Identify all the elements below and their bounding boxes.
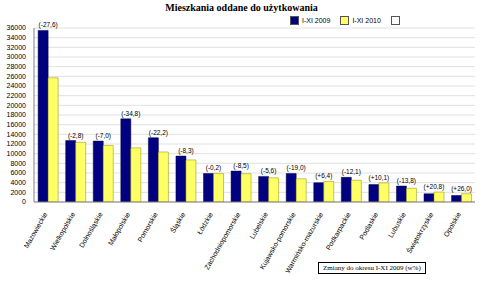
svg-text:Opolskie: Opolskie xyxy=(442,211,463,239)
html-text:Mieszkania oddane do użytkowan: Mieszkania oddane do użytkowania xyxy=(165,2,318,13)
svg-text:(-34,8): (-34,8) xyxy=(121,110,140,118)
svg-text:(-27,6): (-27,6) xyxy=(39,21,58,29)
svg-text:(-0,2): (-0,2) xyxy=(206,164,222,172)
svg-text:2000: 2000 xyxy=(10,189,26,196)
svg-text:Dolnośląskie: Dolnośląskie xyxy=(78,211,105,249)
svg-text:Lubelskie: Lubelskie xyxy=(248,211,269,240)
svg-text:(-8,5): (-8,5) xyxy=(233,162,249,170)
svg-text:6000: 6000 xyxy=(10,169,26,176)
svg-text:(-19,0): (-19,0) xyxy=(287,164,306,172)
svg-text:Kujawsko-pomorskie: Kujawsko-pomorskie xyxy=(258,211,297,271)
svg-text:36000: 36000 xyxy=(8,24,26,31)
svg-text:Lubuskie: Lubuskie xyxy=(387,211,407,239)
svg-text:Zachodniopomorskie: Zachodniopomorskie xyxy=(203,211,242,271)
svg-text:22000: 22000 xyxy=(8,92,26,99)
html-text:I-XI 2010: I-XI 2010 xyxy=(352,17,381,24)
svg-text:26000: 26000 xyxy=(8,73,26,80)
svg-text:20000: 20000 xyxy=(8,102,26,109)
svg-text:(+10,1): (+10,1) xyxy=(368,174,389,182)
svg-text:34000: 34000 xyxy=(8,34,26,41)
svg-text:Łódzkie: Łódzkie xyxy=(196,211,214,235)
svg-text:Małopolskie: Małopolskie xyxy=(107,211,132,247)
svg-text:(-13,8): (-13,8) xyxy=(397,177,416,185)
svg-text:32000: 32000 xyxy=(8,44,26,51)
svg-text:(+20,8): (+20,8) xyxy=(424,183,445,191)
svg-text:8000: 8000 xyxy=(10,160,26,167)
svg-text:Świętokrzyskie: Świętokrzyskie xyxy=(404,210,435,255)
svg-text:24000: 24000 xyxy=(8,82,26,89)
svg-text:10000: 10000 xyxy=(8,150,26,157)
svg-text:(+26,0): (+26,0) xyxy=(451,185,472,193)
svg-text:(-8,3): (-8,3) xyxy=(178,147,194,155)
svg-text:0: 0 xyxy=(22,198,26,205)
svg-text:Warmińsko-mazurskie: Warmińsko-mazurskie xyxy=(283,211,325,275)
svg-text:(+6,4): (+6,4) xyxy=(315,172,332,180)
svg-text:Mazowieckie: Mazowieckie xyxy=(23,211,49,249)
svg-text:Śląskie: Śląskie xyxy=(168,210,187,234)
html-text:I-XI 2009: I-XI 2009 xyxy=(302,17,331,24)
svg-text:16000: 16000 xyxy=(8,121,26,128)
svg-text:(-2,8): (-2,8) xyxy=(68,132,84,140)
svg-text:(-5,6): (-5,6) xyxy=(261,167,277,175)
svg-text:18000: 18000 xyxy=(8,111,26,118)
svg-text:Pomorskie: Pomorskie xyxy=(136,211,159,243)
svg-text:28000: 28000 xyxy=(8,63,26,70)
svg-text:(-7,0): (-7,0) xyxy=(95,132,111,140)
svg-text:(-22,2): (-22,2) xyxy=(149,129,168,137)
svg-text:12000: 12000 xyxy=(8,140,26,147)
html-text:Zmiany do okresu I-XI 2009 (w%: Zmiany do okresu I-XI 2009 (w%) xyxy=(323,264,421,272)
svg-text:4000: 4000 xyxy=(10,179,26,186)
svg-text:30000: 30000 xyxy=(8,53,26,60)
svg-text:Podkarpackie: Podkarpackie xyxy=(325,211,353,252)
svg-text:Podlaskie: Podlaskie xyxy=(358,211,379,241)
svg-text:(-12,1): (-12,1) xyxy=(342,168,361,176)
svg-text:14000: 14000 xyxy=(8,131,26,138)
svg-text:Wielkopolskie: Wielkopolskie xyxy=(49,211,77,252)
